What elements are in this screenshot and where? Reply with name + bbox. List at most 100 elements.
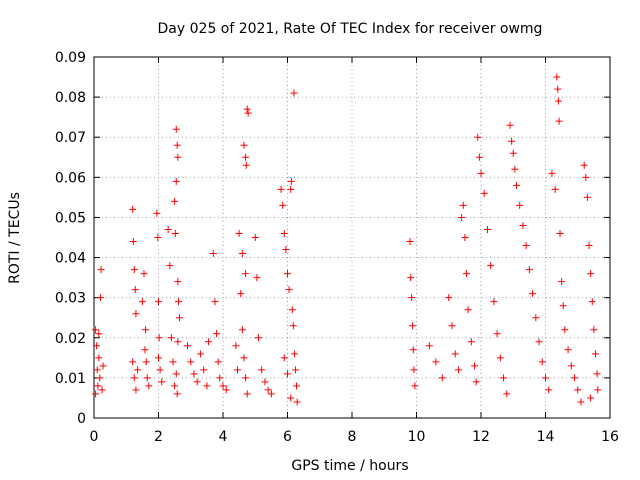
data-point	[594, 386, 602, 394]
data-point	[92, 390, 100, 398]
data-point	[551, 185, 559, 193]
data-point	[459, 201, 467, 209]
data-point	[254, 334, 262, 342]
y-tick-label: 0.08	[55, 90, 86, 106]
data-point	[561, 326, 569, 334]
data-point	[558, 278, 566, 286]
data-point	[559, 302, 567, 310]
y-tick-label: 0.03	[55, 291, 86, 307]
data-point	[503, 390, 511, 398]
data-point	[291, 350, 299, 358]
data-point	[129, 358, 137, 366]
data-point	[200, 366, 208, 374]
data-point	[171, 197, 179, 205]
data-point	[583, 193, 591, 201]
data-point	[216, 374, 224, 382]
data-point	[173, 390, 181, 398]
data-point	[141, 346, 149, 354]
chart-title: Day 025 of 2021, Rate Of TEC Index for r…	[158, 21, 543, 37]
data-point	[280, 354, 288, 362]
data-point	[582, 173, 590, 181]
data-point	[242, 161, 250, 169]
data-point	[209, 250, 217, 258]
data-point	[500, 374, 508, 382]
data-point	[508, 137, 516, 145]
y-tick-label: 0.01	[55, 371, 86, 387]
data-point	[267, 390, 275, 398]
data-point	[407, 274, 415, 282]
data-point	[410, 366, 418, 374]
data-point	[425, 342, 433, 350]
data-point	[496, 354, 504, 362]
x-axis-label: GPS time / hours	[291, 458, 408, 474]
y-tick-label: 0.02	[55, 331, 86, 347]
data-point	[438, 374, 446, 382]
x-tick-label: 8	[348, 429, 357, 445]
data-point	[134, 366, 142, 374]
data-point	[129, 238, 137, 246]
data-point	[240, 141, 248, 149]
y-tick-label: 0.09	[55, 50, 86, 66]
data-point	[509, 149, 517, 157]
data-point	[432, 358, 440, 366]
data-point	[94, 382, 102, 390]
x-tick-label: 14	[537, 429, 555, 445]
data-point	[462, 270, 470, 278]
data-point	[409, 346, 417, 354]
data-point	[574, 386, 582, 394]
data-point	[477, 169, 485, 177]
data-point	[409, 322, 417, 330]
data-point	[545, 386, 553, 394]
data-point	[554, 97, 562, 105]
data-point	[538, 358, 546, 366]
data-point	[506, 121, 514, 129]
data-point	[92, 326, 100, 334]
data-point	[244, 109, 252, 117]
data-point	[553, 73, 561, 81]
data-point	[556, 229, 564, 237]
data-point	[279, 201, 287, 209]
data-point	[155, 354, 162, 362]
data-point	[184, 342, 192, 350]
data-point	[411, 382, 419, 390]
data-point	[213, 330, 221, 338]
x-tick-label: 16	[601, 429, 619, 445]
data-point	[242, 270, 250, 278]
data-points	[92, 73, 602, 406]
y-tick-label: 0	[77, 411, 86, 427]
data-point	[158, 378, 166, 386]
data-point	[525, 266, 533, 274]
data-point	[448, 322, 456, 330]
axis-ticks: 0 2 4 6 8 10 12 14 16 0 0.01 0.02 0.03 0.04 0.05 0.06 0.…	[55, 50, 619, 445]
data-point	[293, 382, 301, 390]
data-point	[169, 358, 177, 366]
data-point	[472, 378, 480, 386]
data-point	[240, 354, 248, 362]
data-point	[235, 229, 243, 237]
data-point	[511, 165, 519, 173]
data-point	[464, 306, 472, 314]
data-point	[243, 105, 251, 113]
y-tick-label: 0.05	[55, 210, 86, 226]
data-point	[238, 250, 246, 258]
data-point	[522, 242, 530, 250]
data-point	[535, 338, 543, 346]
data-point	[140, 270, 148, 278]
y-tick-label: 0.06	[55, 170, 86, 186]
data-point	[493, 330, 501, 338]
data-point	[585, 242, 593, 250]
data-point	[408, 294, 416, 302]
data-point	[175, 314, 183, 322]
data-point	[284, 370, 291, 378]
data-point	[142, 326, 150, 334]
data-point	[445, 294, 453, 302]
data-point	[222, 386, 230, 394]
data-point	[253, 274, 261, 282]
data-point	[564, 346, 572, 354]
data-point	[93, 342, 101, 350]
data-point	[95, 354, 103, 362]
data-point	[458, 213, 466, 221]
data-point	[203, 382, 211, 390]
data-point	[130, 374, 138, 382]
